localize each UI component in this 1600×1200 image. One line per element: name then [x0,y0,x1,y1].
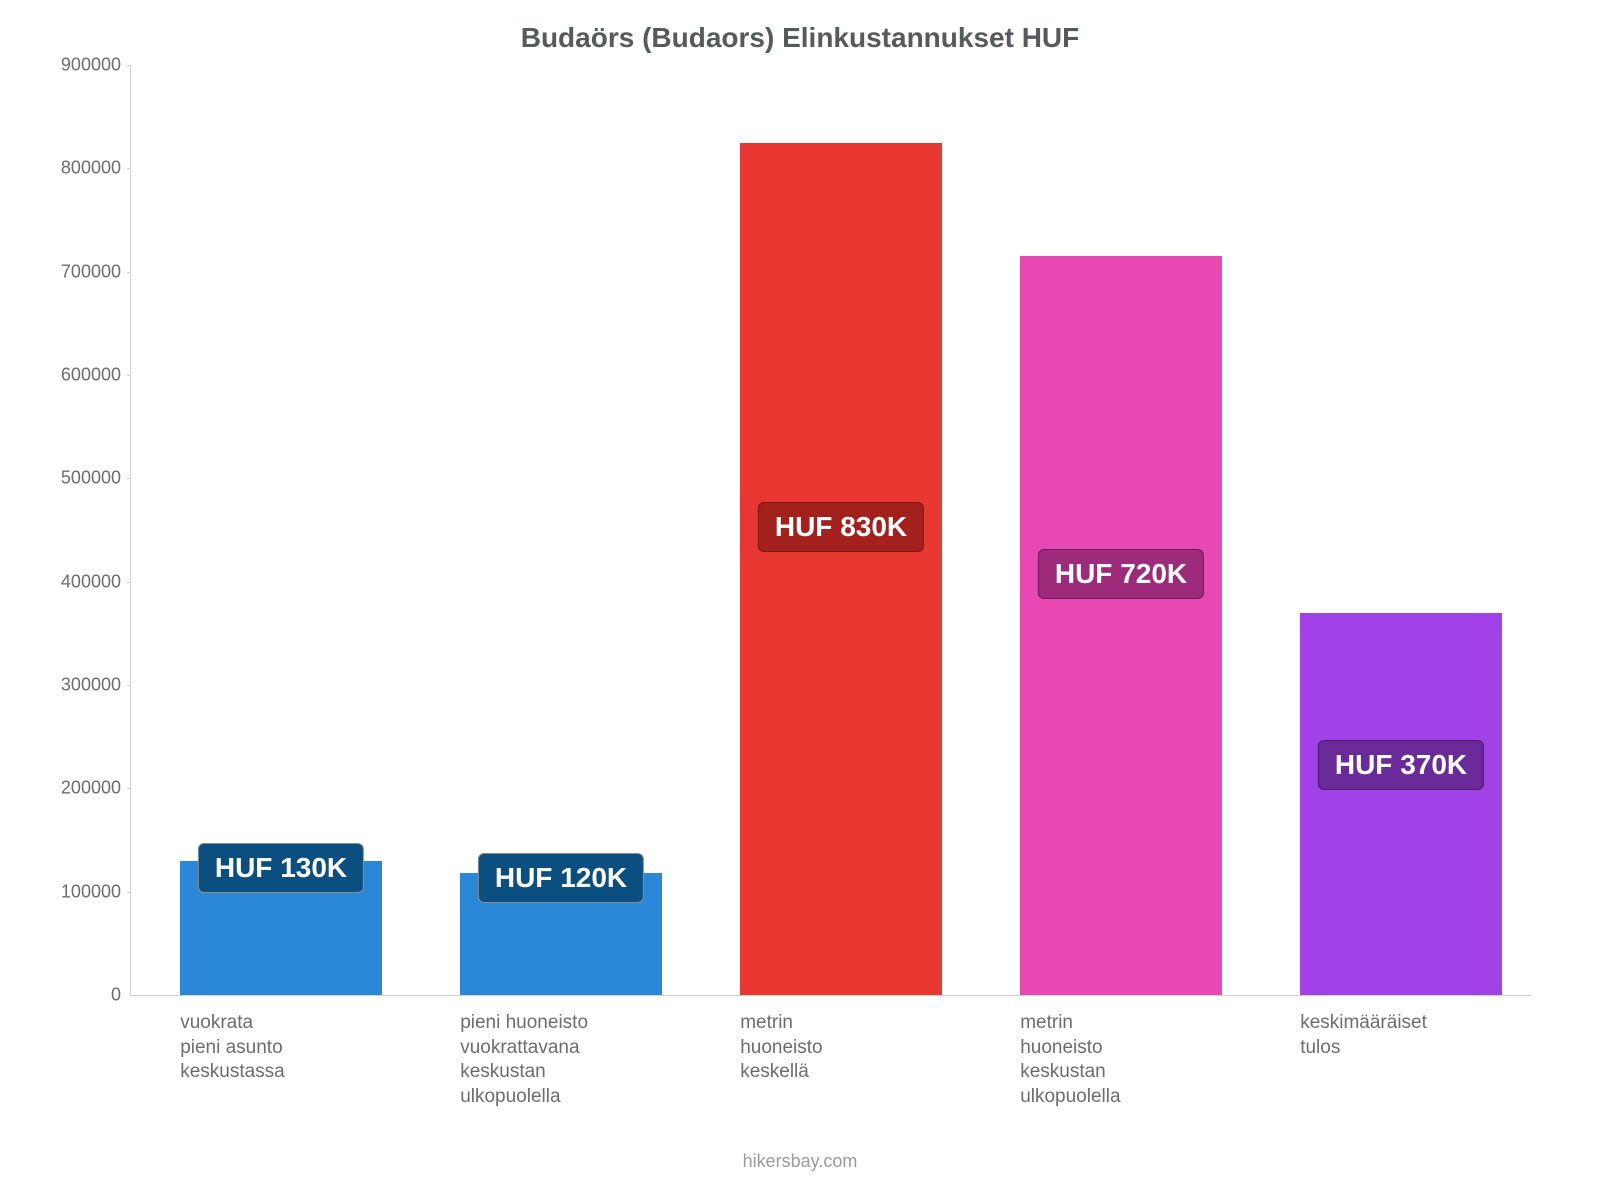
y-tick-mark [127,168,131,169]
bar-value-label: HUF 120K [478,853,644,903]
x-category-label: vuokratapieni asuntokeskustassa [180,1011,382,1085]
y-tick-label: 500000 [31,468,121,489]
y-tick-label: 700000 [31,261,121,282]
bar-value-label: HUF 130K [198,843,364,893]
y-tick-mark [127,685,131,686]
y-tick-label: 0 [31,985,121,1006]
bar-value-label: HUF 370K [1318,740,1484,790]
y-tick-label: 300000 [31,675,121,696]
bar-value-label: HUF 720K [1038,549,1204,599]
y-tick-mark [127,65,131,66]
y-tick-label: 100000 [31,881,121,902]
y-tick-label: 200000 [31,778,121,799]
y-tick-label: 600000 [31,365,121,386]
chart-container: Budaörs (Budaors) Elinkustannukset HUF 0… [0,0,1600,1200]
attribution-text: hikersbay.com [0,1151,1600,1172]
y-tick-mark [127,272,131,273]
bar [1020,256,1222,995]
y-tick-mark [127,375,131,376]
y-tick-mark [127,892,131,893]
x-category-label: pieni huoneistovuokrattavanakeskustanulk… [460,1011,662,1110]
x-category-label: keskimääräisettulos [1300,1011,1502,1060]
y-tick-label: 800000 [31,158,121,179]
y-tick-mark [127,478,131,479]
y-tick-label: 400000 [31,571,121,592]
y-tick-mark [127,582,131,583]
y-tick-mark [127,788,131,789]
bar [1300,613,1502,995]
x-category-label: metrinhuoneistokeskellä [740,1011,942,1085]
chart-title: Budaörs (Budaors) Elinkustannukset HUF [0,22,1600,54]
x-category-label: metrinhuoneistokeskustanulkopuolella [1020,1011,1222,1110]
y-tick-label: 900000 [31,55,121,76]
bar [740,143,942,996]
plot-area: 0100000200000300000400000500000600000700… [130,65,1531,996]
bar-value-label: HUF 830K [758,502,924,552]
